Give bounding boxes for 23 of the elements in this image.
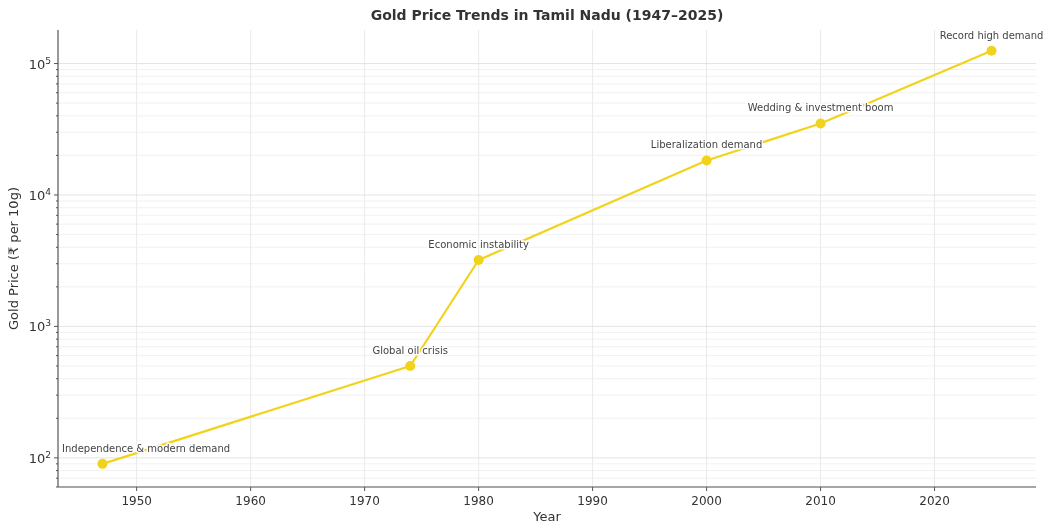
x-tick-label: 1960: [235, 494, 266, 508]
x-tick-label: 1950: [121, 494, 152, 508]
point: [405, 360, 416, 371]
x-tick-label: 2010: [805, 494, 836, 508]
y-tick-label: 10$^{2}$: [28, 449, 51, 466]
annotation: Record high demand: [939, 29, 1044, 41]
y-tick-label: 10$^{5}$: [28, 55, 51, 72]
x-tick-label: 2020: [919, 494, 950, 508]
y-tick-label: 10$^{4}$: [28, 186, 52, 203]
point: [815, 118, 826, 129]
x-tick-label: 1990: [577, 494, 608, 508]
y-axis-title: Gold Price (₹ per 10g): [6, 187, 21, 330]
point: [986, 45, 997, 56]
chart-title: Gold Price Trends in Tamil Nadu (1947–2025): [370, 7, 724, 23]
x-tick-label: 1970: [349, 494, 380, 508]
point: [701, 155, 712, 166]
y-tick-label: 10$^{3}$: [28, 318, 52, 335]
x-tick-label: 1980: [463, 494, 494, 508]
x-axis-title: Year: [532, 509, 562, 524]
annotation: Global oil crisis: [372, 344, 448, 356]
point: [473, 255, 484, 266]
point: [97, 458, 108, 469]
x-tick-label: 2000: [691, 494, 722, 508]
